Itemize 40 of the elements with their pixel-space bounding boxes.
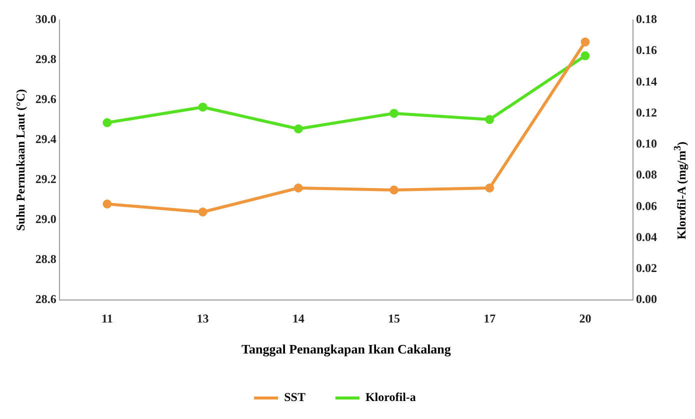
y-tick-label: 28.6 (35, 292, 56, 306)
y-axis-title: Suhu Permukaan Laut (°C) (13, 89, 28, 231)
legend-label: SST (284, 390, 306, 404)
point (390, 186, 398, 194)
x-axis-title: Tanggal Penangkapan Ikan Cakalang (241, 342, 452, 357)
y2-tick-label: 0.04 (636, 230, 657, 244)
y2-tick-label: 0.16 (636, 43, 657, 58)
x-tick-label: 15 (388, 311, 400, 326)
point (294, 124, 303, 134)
point (198, 102, 208, 112)
y2-tick-label: 0.10 (636, 136, 657, 151)
y2-tick-label: 0.18 (636, 12, 657, 26)
y-tick-label: 29.0 (35, 212, 56, 226)
x-tick-label: 17 (484, 311, 496, 326)
y2-tick-label: 0.00 (636, 292, 657, 306)
y-tick-label: 28.8 (35, 252, 56, 266)
y-tick-label: 29.6 (35, 92, 56, 106)
point (485, 115, 494, 124)
point (102, 118, 112, 128)
x-tick-label: 11 (102, 311, 113, 326)
legend-label: Klorofil-a (365, 390, 416, 404)
y-tick-label: 29.8 (35, 52, 56, 66)
y-tick-label: 29.4 (35, 132, 56, 146)
y2-tick-label: 0.08 (636, 168, 657, 182)
point (580, 38, 590, 46)
y2-tick-label: 0.02 (636, 260, 657, 275)
y-tick-label: 30.0 (35, 12, 56, 26)
y-tick-label: 29.2 (35, 172, 56, 186)
y2-tick-label: 0.12 (636, 105, 657, 120)
x-tick-label: 20 (579, 311, 592, 326)
point (485, 184, 494, 192)
point (294, 184, 303, 192)
point (390, 108, 398, 118)
point (198, 208, 208, 216)
point (580, 51, 590, 60)
x-tick-label: 13 (196, 311, 209, 326)
x-tick-label: 14 (292, 311, 304, 326)
point (102, 200, 112, 208)
y2-tick-label: 0.14 (636, 74, 657, 88)
y2-tick-label: 0.06 (636, 198, 657, 213)
